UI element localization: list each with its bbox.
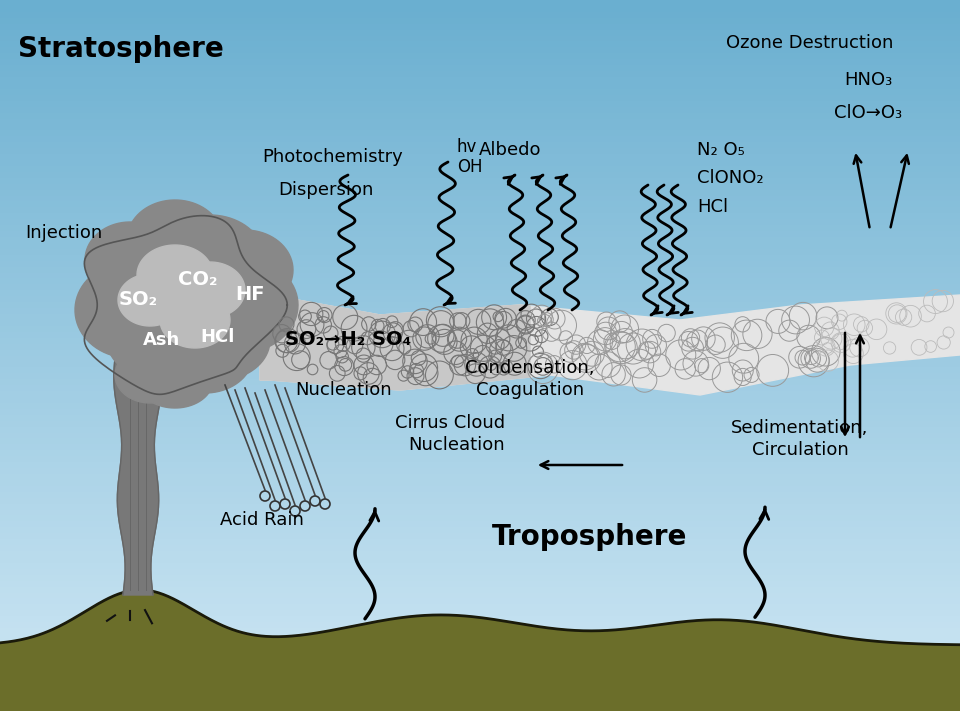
Polygon shape: [85, 222, 175, 298]
Text: Condensation,
Coagulation: Condensation, Coagulation: [466, 359, 595, 399]
Polygon shape: [170, 300, 270, 380]
Text: hv: hv: [457, 138, 477, 156]
Text: HCl: HCl: [697, 198, 728, 216]
Text: HF: HF: [235, 285, 265, 304]
Polygon shape: [0, 590, 960, 711]
Polygon shape: [156, 215, 265, 305]
Text: Ash: Ash: [143, 331, 180, 349]
Text: Cirrus Cloud
Nucleation: Cirrus Cloud Nucleation: [395, 414, 505, 454]
Polygon shape: [108, 221, 212, 309]
Text: CO₂: CO₂: [179, 270, 218, 289]
Polygon shape: [135, 288, 245, 372]
Polygon shape: [157, 317, 253, 393]
Polygon shape: [115, 347, 185, 403]
Text: N₂ O₅: N₂ O₅: [697, 141, 745, 159]
Text: ClONO₂: ClONO₂: [697, 169, 763, 187]
Polygon shape: [118, 274, 182, 326]
Text: Albedo: Albedo: [479, 141, 541, 159]
Polygon shape: [160, 292, 230, 348]
Polygon shape: [127, 200, 223, 280]
Polygon shape: [197, 230, 293, 310]
Text: Stratosphere: Stratosphere: [18, 35, 224, 63]
Polygon shape: [107, 302, 203, 378]
Text: Photochemistry: Photochemistry: [262, 148, 403, 166]
Text: Nucleation: Nucleation: [295, 381, 392, 399]
Text: HNO₃: HNO₃: [844, 71, 892, 89]
Text: Injection: Injection: [25, 224, 103, 242]
Polygon shape: [137, 245, 213, 305]
Text: HCl: HCl: [201, 328, 235, 346]
Polygon shape: [75, 262, 185, 358]
Text: Dispersion: Dispersion: [278, 181, 373, 199]
Text: Sedimentation,
Circulation: Sedimentation, Circulation: [732, 419, 869, 459]
Polygon shape: [182, 257, 298, 353]
Polygon shape: [120, 243, 250, 347]
Polygon shape: [125, 322, 225, 398]
Polygon shape: [175, 262, 245, 318]
Polygon shape: [137, 352, 213, 408]
Text: SO₂: SO₂: [118, 290, 157, 309]
Text: Ozone Destruction: Ozone Destruction: [727, 34, 894, 52]
Polygon shape: [260, 295, 960, 395]
Polygon shape: [114, 350, 162, 595]
Text: Troposphere: Troposphere: [492, 523, 687, 551]
Text: ClO→O₃: ClO→O₃: [834, 104, 902, 122]
Text: SO₂→H₂ SO₄: SO₂→H₂ SO₄: [285, 330, 411, 349]
Polygon shape: [260, 295, 530, 390]
Text: OH: OH: [457, 158, 483, 176]
Text: Acid Rain: Acid Rain: [220, 511, 304, 529]
